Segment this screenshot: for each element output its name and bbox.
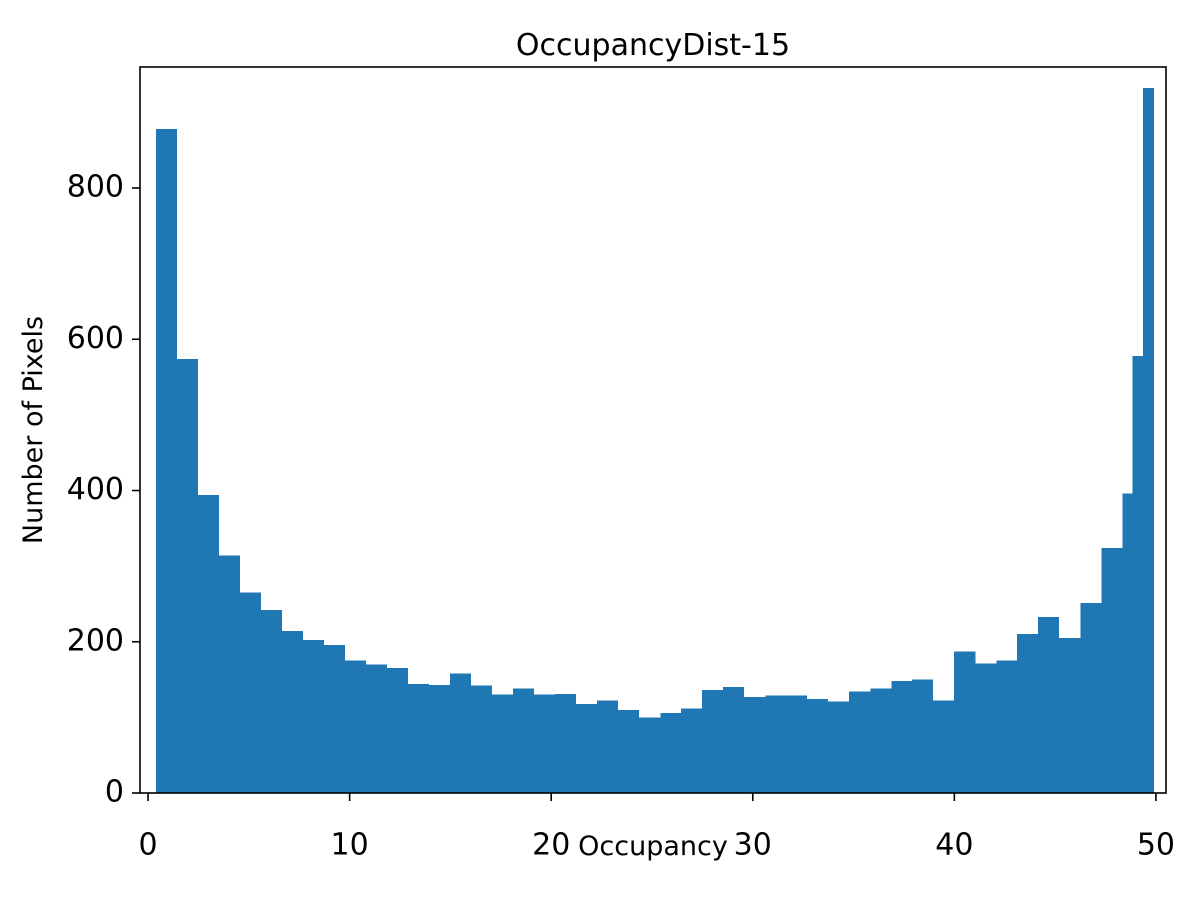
histogram-bar: [807, 699, 829, 793]
histogram-bar: [996, 660, 1018, 793]
histogram-bar: [786, 695, 808, 793]
x-tick-label: 30: [734, 828, 772, 863]
x-tick-label: 20: [532, 828, 570, 863]
histogram-bar: [534, 694, 556, 793]
histogram-bar: [156, 129, 178, 793]
histogram-bar: [849, 691, 871, 793]
histogram-bar: [492, 694, 514, 793]
x-tick-label: 0: [139, 828, 158, 863]
y-axis-ticks: 0 200 400 600 800: [67, 170, 140, 810]
histogram-bar: [1101, 547, 1123, 793]
histogram-bar: [975, 663, 997, 793]
x-axis-label: Occupancy: [578, 831, 728, 862]
x-tick-label: 50: [1137, 828, 1175, 863]
y-tick-label: 800: [67, 170, 124, 205]
histogram-bar: [660, 712, 682, 793]
histogram-bar: [891, 681, 913, 793]
y-tick-label: 400: [67, 472, 124, 507]
x-tick-label: 40: [935, 828, 973, 863]
histogram-bar: [261, 609, 283, 793]
histogram-bar: [744, 696, 766, 793]
histogram-bar: [618, 709, 640, 793]
histogram-bar: [555, 693, 577, 793]
histogram-bar: [1038, 616, 1060, 793]
histogram-bar: [219, 555, 241, 793]
axes-spines: [139, 66, 1167, 794]
chart-title: OccupancyDist-15: [516, 28, 790, 63]
histogram-bar: [765, 695, 787, 793]
x-axis-ticks: 0 10 20 30 40 50: [139, 793, 1175, 863]
histogram-bar: [1132, 355, 1144, 793]
y-tick-label: 600: [67, 321, 124, 356]
histogram-bar: [576, 703, 598, 793]
histogram-bar: [597, 700, 619, 793]
histogram-bar: [828, 701, 850, 793]
histogram-bar: [450, 673, 472, 793]
y-axis-label: Number of Pixels: [18, 316, 49, 544]
histogram-bar: [177, 358, 199, 793]
histogram-bar: [471, 685, 493, 793]
histogram-bar: [198, 495, 220, 793]
histogram-bar: [345, 660, 367, 793]
histogram-bar: [387, 668, 409, 793]
histogram-bar: [639, 717, 661, 793]
x-tick-label: 10: [331, 828, 369, 863]
histogram-bar: [912, 679, 934, 793]
histogram-bar: [1017, 634, 1039, 793]
histogram-bar: [408, 684, 430, 793]
histogram-bar: [681, 708, 703, 793]
histogram-bar: [1122, 493, 1133, 793]
histogram-bar: [324, 644, 346, 793]
histogram-bar: [513, 688, 535, 793]
axes-frame: [139, 66, 1167, 794]
y-tick-label: 0: [105, 775, 124, 810]
histogram-bar: [366, 664, 388, 793]
bar-series: [156, 88, 1154, 794]
histogram-bar: [1143, 88, 1154, 794]
histogram-bar: [429, 684, 451, 793]
histogram-bar: [240, 592, 262, 793]
histogram-bar: [282, 631, 304, 793]
histogram-bar: [702, 690, 724, 793]
histogram-bar: [870, 688, 892, 793]
y-tick-label: 200: [67, 623, 124, 658]
histogram-bar: [933, 700, 955, 793]
histogram-bar: [1080, 603, 1102, 793]
histogram-bar: [954, 651, 976, 793]
histogram-bar: [303, 640, 325, 793]
histogram-bar: [1059, 637, 1081, 793]
plot-area: 0 10 20 30 40 50 0 200 400 600 800: [67, 66, 1175, 863]
histogram-bar: [723, 687, 745, 793]
